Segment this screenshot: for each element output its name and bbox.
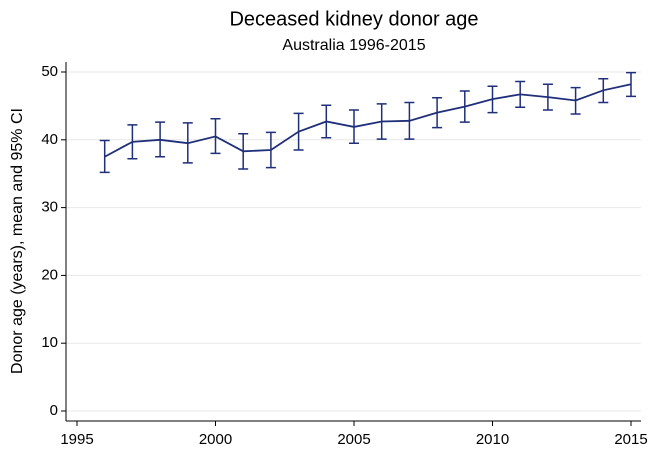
- y-tick-label: 10: [41, 334, 58, 351]
- y-tick-label: 30: [41, 199, 58, 216]
- x-tick-label: 2000: [199, 431, 232, 448]
- x-tick-label: 2015: [614, 431, 647, 448]
- chart-title: Deceased kidney donor age: [229, 8, 478, 30]
- chart-subtitle: Australia 1996-2015: [282, 37, 425, 54]
- line: [104, 83, 632, 158]
- y-tick-label: 0: [50, 402, 58, 419]
- y-tick-label: 20: [41, 266, 58, 283]
- y-tick-label: 50: [41, 63, 58, 80]
- x-tick-label: 1995: [60, 431, 93, 448]
- x-tick-label: 2010: [476, 431, 509, 448]
- x-tick-label: 2005: [337, 431, 370, 448]
- y-tick-label: 40: [41, 131, 58, 148]
- y-axis-label: Donor age (years), mean and 95% CI: [9, 108, 26, 374]
